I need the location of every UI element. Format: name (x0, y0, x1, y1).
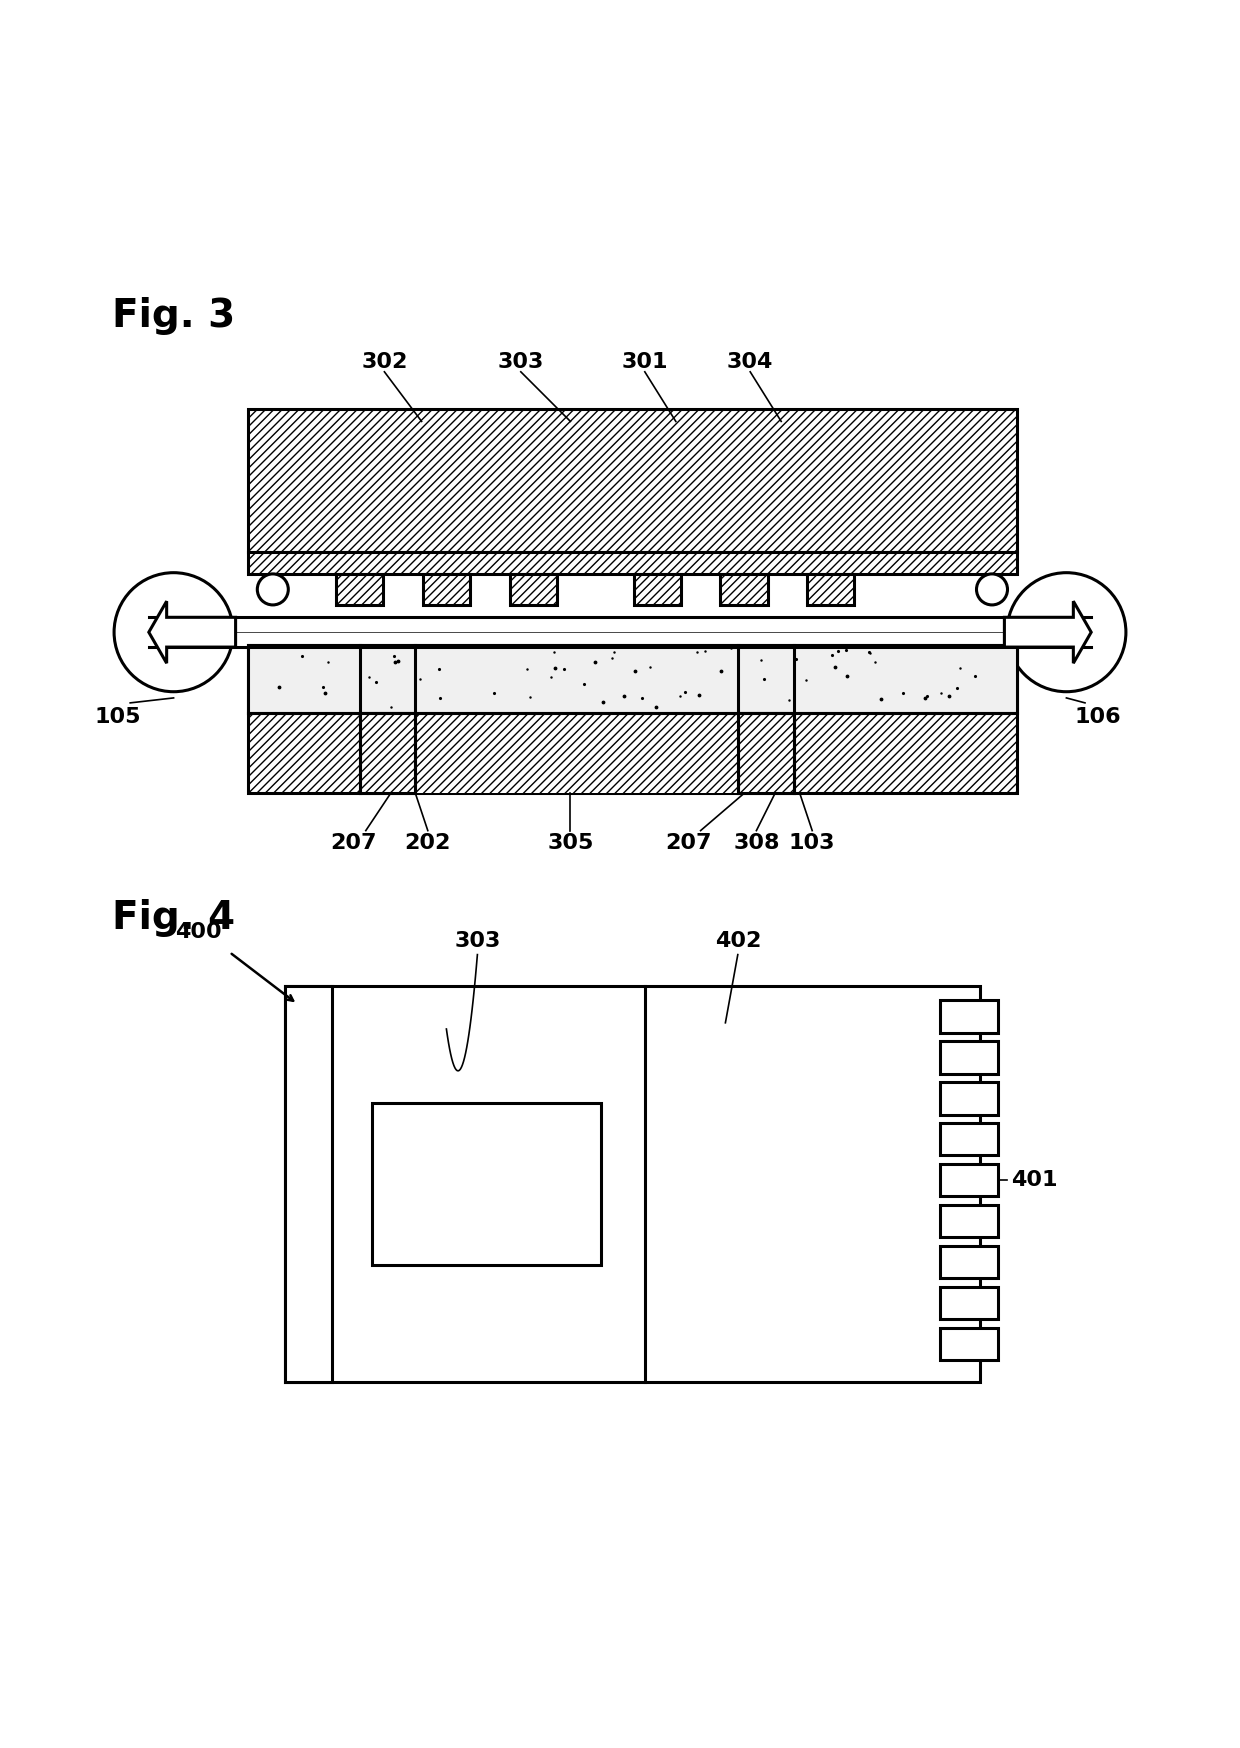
Polygon shape (1004, 601, 1091, 662)
Bar (360, 713, 415, 794)
Bar (285, 986, 332, 1383)
Bar (720, 573, 768, 605)
Circle shape (258, 573, 288, 605)
Text: 308: 308 (733, 834, 780, 853)
Bar (807, 573, 854, 605)
Bar (738, 713, 794, 794)
Bar (940, 1124, 998, 1155)
Text: 305: 305 (547, 834, 594, 853)
Bar (248, 645, 1017, 713)
Bar (415, 713, 738, 794)
Circle shape (976, 573, 1007, 605)
Bar (336, 573, 383, 605)
Text: Fig. 4: Fig. 4 (112, 898, 234, 937)
Bar (510, 573, 557, 605)
Bar (423, 573, 470, 605)
Text: 304: 304 (727, 351, 774, 372)
Text: 106: 106 (1074, 706, 1121, 727)
Bar (940, 1082, 998, 1115)
Bar (248, 552, 1017, 573)
Text: 207: 207 (330, 834, 377, 853)
Bar (510, 573, 557, 605)
Bar (940, 1246, 998, 1278)
Bar (423, 573, 470, 605)
Text: 303: 303 (454, 932, 501, 951)
Bar (248, 645, 1017, 794)
Bar (940, 1287, 998, 1320)
Bar (634, 573, 681, 605)
Bar (720, 573, 768, 605)
Text: 301: 301 (621, 351, 668, 372)
Text: 105: 105 (94, 706, 141, 727)
Bar (807, 573, 854, 605)
Text: 402: 402 (714, 932, 761, 951)
Bar (634, 573, 681, 605)
Bar (336, 573, 383, 605)
Bar (940, 1164, 998, 1196)
Polygon shape (149, 601, 236, 662)
Bar (738, 713, 794, 794)
Bar (940, 1042, 998, 1073)
Text: 302: 302 (361, 351, 408, 372)
Text: 103: 103 (789, 834, 836, 853)
Bar (940, 1328, 998, 1360)
Text: 207: 207 (665, 834, 712, 853)
Bar (248, 552, 1017, 573)
Bar (360, 713, 415, 794)
Text: Fig. 3: Fig. 3 (112, 297, 234, 336)
Bar (940, 1204, 998, 1238)
Text: 303: 303 (497, 351, 544, 372)
Text: 202: 202 (404, 834, 451, 853)
Bar (248, 409, 1017, 552)
Bar (372, 1103, 601, 1264)
Bar (248, 645, 1017, 794)
Text: 401: 401 (1011, 1169, 1056, 1190)
Bar (285, 986, 980, 1383)
Bar (940, 1000, 998, 1033)
Text: 400: 400 (175, 923, 222, 942)
Bar (248, 409, 1017, 552)
